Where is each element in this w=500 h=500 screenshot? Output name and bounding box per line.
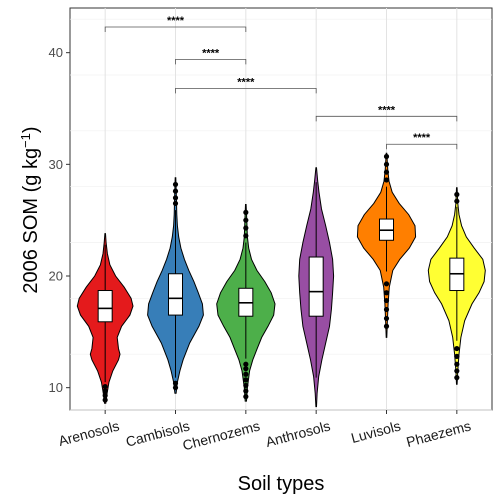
outlier-point (383, 161, 390, 167)
violin-arenosols (76, 233, 134, 404)
outlier-point (243, 377, 249, 383)
outlier-point (243, 209, 249, 215)
significance-label: **** (167, 15, 185, 27)
violin-luvisols (356, 152, 417, 338)
bracket-line (315, 115, 458, 122)
iqr-box (97, 290, 113, 323)
outlier-point (243, 217, 249, 223)
plot-panel (69, 7, 493, 411)
significance-label: **** (378, 104, 396, 116)
outlier-point (243, 388, 249, 394)
significance-bracket: **** (104, 15, 247, 32)
x-tick-label: Luvisols (349, 417, 402, 446)
y-axis-title: 2006 SOM (g kg−1) (18, 126, 43, 293)
violin-cambisols (147, 177, 204, 394)
x-tick-label: Anthrosols (264, 417, 332, 450)
outlier-point (454, 368, 460, 374)
x-tick-label: Cambisols (124, 417, 191, 449)
outlier-point (383, 281, 390, 287)
x-tick-label: Chernozems (181, 417, 262, 453)
outlier-point (172, 385, 179, 391)
outlier-point (243, 233, 249, 239)
outlier-point (172, 200, 179, 207)
outlier-point (172, 195, 179, 201)
outlier-point (172, 188, 179, 194)
outlier-point (454, 345, 460, 352)
y-tick-label: 40 (49, 45, 63, 60)
significance-label: **** (413, 132, 431, 144)
outlier-point (383, 177, 390, 183)
violin-phaezems (427, 187, 486, 385)
y-axis-title-main: 2006 SOM (g kg (20, 148, 42, 294)
bracket-line (175, 58, 247, 65)
significance-label: **** (237, 76, 255, 88)
outlier-point (454, 198, 460, 204)
significance-bracket: **** (175, 47, 247, 65)
y-tick-label: 10 (49, 380, 63, 395)
y-axis-title-exponent: −1 (18, 133, 33, 148)
significance-bracket: **** (175, 76, 317, 94)
outlier-point (383, 297, 390, 304)
outlier-point (383, 169, 390, 175)
x-tick-label: Phaezems (405, 417, 473, 450)
bracket-line (386, 143, 458, 150)
iqr-box (168, 273, 183, 316)
iqr-box (308, 256, 324, 317)
y-axis-title-close: ) (20, 126, 42, 133)
outlier-point (102, 388, 108, 394)
significance-label: **** (202, 47, 220, 59)
outlier-point (243, 371, 249, 377)
outlier-point (383, 323, 390, 329)
violin-anthrosols (298, 167, 335, 408)
y-axis-ticks: 10 20 30 40 (49, 45, 70, 395)
outlier-point (172, 181, 179, 188)
outlier-point (383, 315, 390, 322)
outlier-point (243, 225, 249, 231)
outlier-point (102, 383, 108, 390)
significance-brackets: **** **** **** **** **** (104, 15, 458, 150)
outlier-point (243, 382, 249, 389)
violins (76, 152, 486, 408)
outlier-point (454, 191, 460, 198)
bracket-line (175, 88, 317, 94)
outlier-point (383, 290, 390, 296)
outlier-point (102, 392, 108, 399)
y-tick-label: 30 (49, 157, 63, 172)
outlier-point (102, 397, 108, 403)
x-tick-label: Arenosols (57, 417, 121, 449)
significance-bracket: **** (386, 132, 458, 150)
y-tick-label: 20 (49, 269, 63, 284)
significance-bracket: **** (315, 104, 458, 122)
outlier-point (243, 366, 249, 372)
outlier-point (172, 380, 179, 386)
violin-chernozems (216, 204, 276, 402)
outlier-point (454, 361, 460, 367)
x-axis-title: Soil types (238, 473, 325, 495)
outlier-point (383, 306, 390, 313)
outlier-point (383, 153, 390, 160)
outlier-point (243, 394, 249, 400)
outlier-point (243, 361, 249, 367)
outlier-point (454, 353, 460, 359)
bracket-line (104, 26, 247, 32)
outlier-point (454, 375, 460, 381)
